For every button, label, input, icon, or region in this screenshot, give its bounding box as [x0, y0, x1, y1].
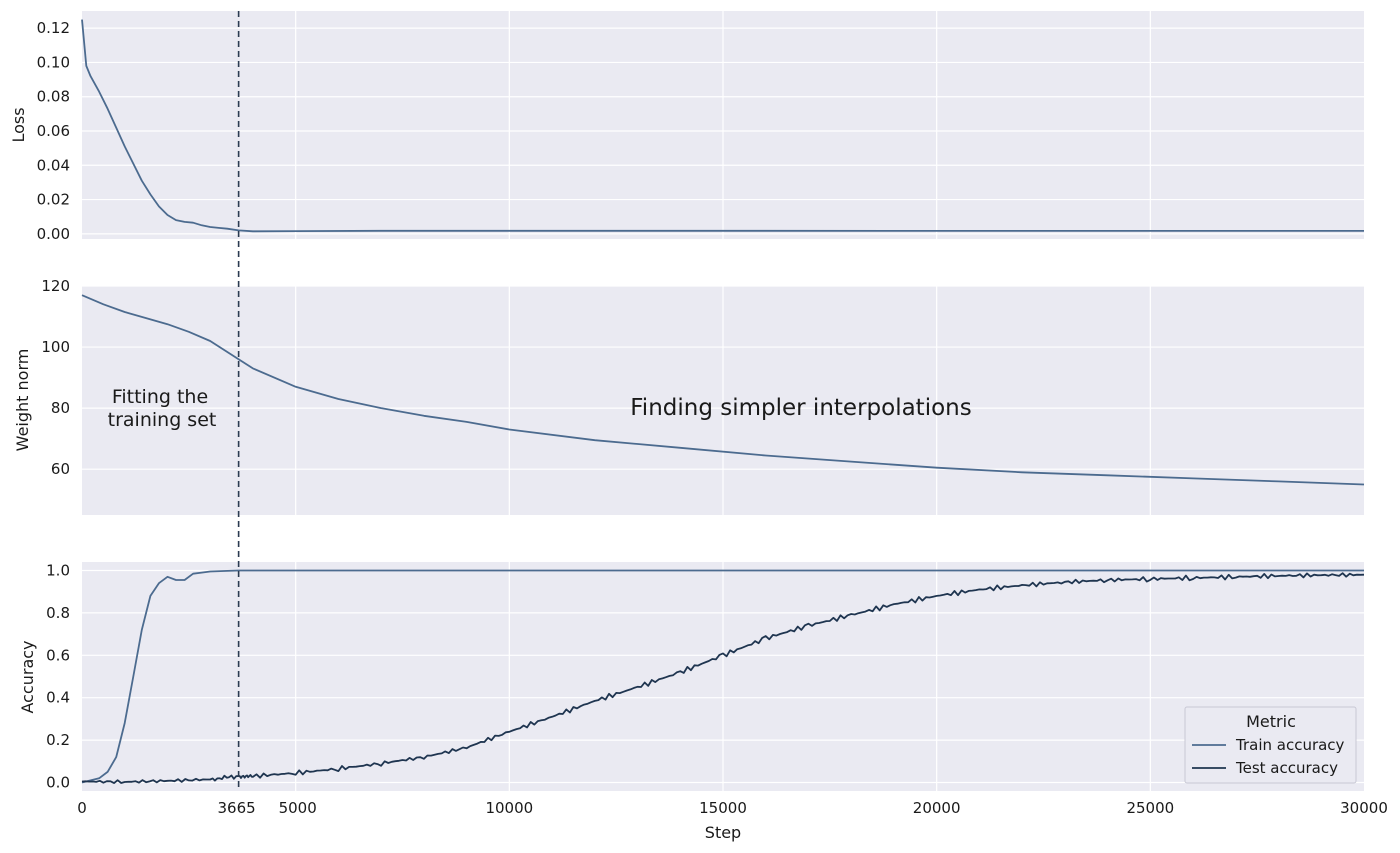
y-tick-label: 0.04	[37, 156, 70, 174]
x-tick-label: 15000	[699, 799, 747, 817]
y-tick-label: 0.12	[37, 19, 70, 37]
y-tick-label: 0.6	[46, 646, 70, 664]
y-tick-label: 0.02	[37, 191, 70, 209]
weight-norm-grid	[82, 285, 1364, 515]
x-tick-label: 5000	[279, 799, 317, 817]
annotation-fitting-line2: training set	[108, 409, 217, 431]
x-tick-label: 30000	[1340, 799, 1388, 817]
test-accuracy-line	[81, 572, 1365, 784]
y-tick-label: 0.0	[46, 774, 70, 792]
y-tick-label: 100	[41, 338, 70, 356]
y-tick-label: 0.2	[46, 731, 70, 749]
x-tick-label: 25000	[1126, 799, 1174, 817]
x-tick-label: 0	[77, 799, 87, 817]
y-tick-label: 0.00	[37, 225, 70, 243]
y-tick-label: 0.08	[37, 88, 70, 106]
x-tick-labels: 0 3665 5000 10000 15000 20000 25000 30000	[77, 799, 1388, 817]
loss-line	[81, 19, 1364, 233]
annotation-fitting-line1: Fitting the	[112, 386, 208, 408]
y-tick-label: 1.0	[46, 561, 70, 579]
legend-title: Metric	[1246, 712, 1296, 731]
loss-ylabel: Loss	[9, 107, 28, 142]
y-tick-label: 0.10	[37, 53, 70, 71]
y-tick-label: 0.06	[37, 122, 70, 140]
y-tick-label: 0.4	[46, 689, 70, 707]
legend-label-train: Train accuracy	[1235, 736, 1345, 754]
loss-ytick-labels: 0.00 0.02 0.04 0.06 0.08 0.10 0.12	[37, 19, 70, 243]
legend-label-test: Test accuracy	[1235, 759, 1338, 777]
legend: Metric Train accuracy Test accuracy	[1184, 706, 1357, 784]
loss-panel: 0.00 0.02 0.04 0.06 0.08 0.10 0.12 Loss	[9, 11, 1364, 243]
accuracy-lines	[81, 569, 1365, 784]
legend-box	[1184, 706, 1357, 784]
x-axis-label: Step	[705, 823, 741, 842]
annotation-finding-simpler: Finding simpler interpolations	[630, 395, 971, 421]
weight-norm-panel: 60 80 100 120 Weight norm Fitting the train…	[13, 277, 1365, 515]
weight-norm-line	[81, 294, 1365, 486]
accuracy-panel: 0.0 0.2 0.4 0.6 0.8 1.0 0 3665 5000 10000 15000 20…	[18, 561, 1388, 842]
weight-norm-ytick-labels: 60 80 100 120	[41, 277, 70, 478]
x-tick-label: 20000	[913, 799, 961, 817]
accuracy-ytick-labels: 0.0 0.2 0.4 0.6 0.8 1.0	[46, 561, 70, 791]
weight-norm-ylabel: Weight norm	[13, 349, 32, 452]
accuracy-ylabel: Accuracy	[18, 640, 37, 713]
y-tick-label: 80	[51, 399, 70, 417]
x-tick-label: 3665	[218, 799, 256, 817]
accuracy-grid	[82, 562, 1364, 791]
y-tick-label: 120	[41, 277, 70, 295]
train-accuracy-line	[81, 569, 1364, 784]
weight-norm-lines	[81, 294, 1365, 486]
y-tick-label: 60	[51, 460, 70, 478]
loss-lines	[81, 19, 1364, 233]
loss-grid	[82, 11, 1364, 239]
y-tick-label: 0.8	[46, 604, 70, 622]
x-tick-label: 10000	[485, 799, 533, 817]
